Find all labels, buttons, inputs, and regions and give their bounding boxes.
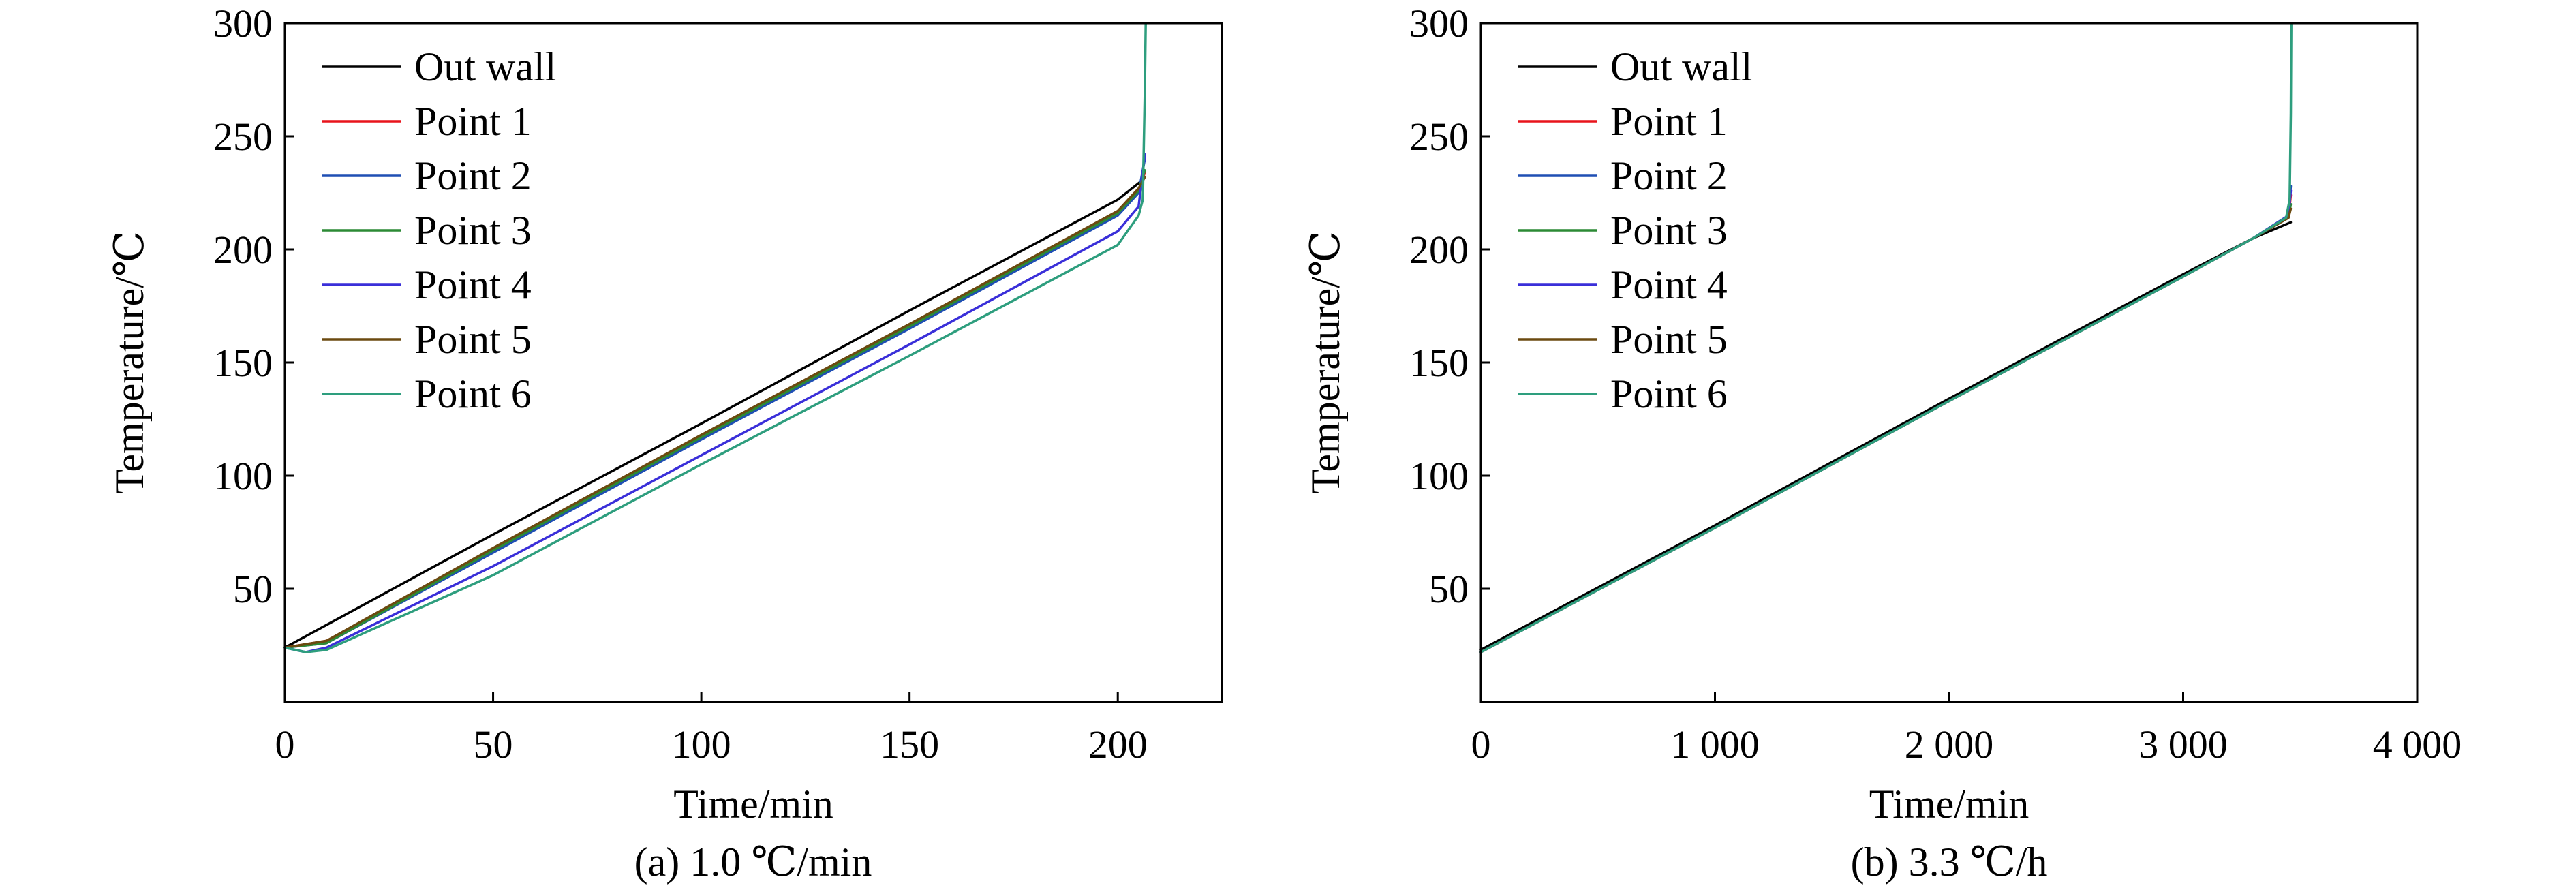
legend-label: Point 1	[1610, 99, 1728, 144]
chart-panel-a: 0 50 100 150 200 50 100 150 200 250 300 Time/min Tem…	[107, 1, 1223, 885]
y-tick-label: 50	[1429, 567, 1469, 611]
series-line-point-2	[1479, 185, 2293, 653]
legend-label: Point 6	[1610, 371, 1728, 416]
x-tick-label: 1 000	[1670, 722, 1760, 767]
legend-label: Point 3	[414, 208, 532, 253]
x-tick-label: 2 000	[1905, 722, 1994, 767]
series-line-point-1	[1479, 194, 2293, 653]
y-tick-label: 250	[213, 114, 273, 159]
legend-label: Point 3	[1610, 208, 1728, 253]
x-tick-label: 50	[474, 722, 513, 767]
legend-label: Point 5	[414, 317, 532, 362]
x-axis-label: Time/min	[673, 782, 833, 827]
y-tick-label: 50	[233, 567, 273, 611]
panel-caption: (b) 3.3 ℃/h	[1851, 840, 2048, 885]
series-line-point-4	[1479, 189, 2293, 653]
y-tick-label: 250	[1409, 114, 1469, 159]
y-tick-label: 300	[1409, 1, 1469, 46]
legend-label: Point 1	[414, 99, 532, 144]
y-tick-label: 200	[1409, 228, 1469, 272]
legend-label: Point 2	[414, 153, 532, 198]
y-axis-label: Temperature/℃	[1303, 231, 1348, 494]
legend-label: Point 2	[1610, 153, 1728, 198]
y-tick-label: 100	[1409, 454, 1469, 498]
legend-label: Out wall	[414, 44, 556, 89]
series-line-point-5	[283, 176, 1146, 649]
legend-label: Point 4	[1610, 262, 1728, 307]
y-tick-label: 150	[213, 341, 273, 385]
y-tick-label: 100	[213, 454, 273, 498]
y-tick-label: 200	[213, 228, 273, 272]
x-tick-label: 0	[1471, 722, 1491, 767]
legend-label: Point 5	[1610, 317, 1728, 362]
x-tick-label: 0	[275, 722, 295, 767]
legend-label: Out wall	[1610, 44, 1752, 89]
x-tick-label: 4 000	[2373, 722, 2462, 767]
x-tick-label: 100	[672, 722, 731, 767]
y-tick-label: 150	[1409, 341, 1469, 385]
x-tick-label: 150	[880, 722, 939, 767]
y-axis-label: Temperature/℃	[107, 231, 152, 494]
x-tick-label: 200	[1088, 722, 1148, 767]
series-line-point-6	[1479, 22, 2293, 653]
legend: Out wall Point 1 Point 2 Point 3 Point 4 Poin…	[322, 44, 556, 416]
y-tick-label: 300	[213, 1, 273, 46]
chart-panel-b: 0 1 000 2 000 3 000 4 000 50 100 150 200 250 300 Ti…	[1303, 1, 2462, 885]
legend-label: Point 4	[414, 262, 532, 307]
panel-caption: (a) 1.0 ℃/min	[634, 840, 872, 885]
series-line-point-3	[283, 169, 1146, 649]
x-tick-label: 3 000	[2138, 722, 2228, 767]
series-line-point-6	[283, 22, 1147, 653]
legend-label: Point 6	[414, 371, 532, 416]
x-axis-label: Time/min	[1869, 782, 2029, 827]
legend: Out wall Point 1 Point 2 Point 3 Point 4 Poin…	[1518, 44, 1752, 416]
